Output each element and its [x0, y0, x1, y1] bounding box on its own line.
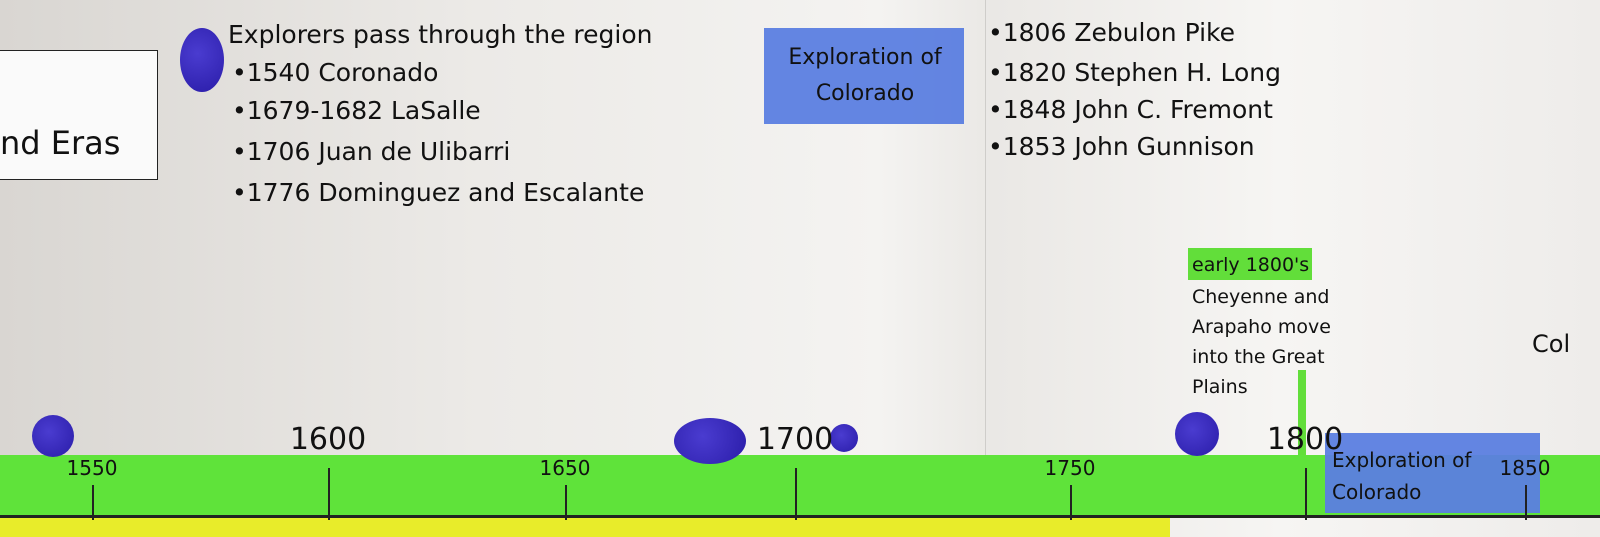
purple-dot [1175, 412, 1219, 456]
purple-dot [180, 28, 224, 92]
tick-mark [328, 468, 330, 520]
timeline-axis [0, 515, 1600, 518]
title-box [0, 50, 158, 180]
era-box [764, 28, 964, 124]
purple-dot [830, 424, 858, 452]
explorer-item: •1806 Zebulon Pike [988, 18, 1236, 47]
tick-mark [1525, 485, 1527, 520]
tick-mark [565, 485, 567, 520]
note-text: Cheyenne and Arapaho move into the Great… [1192, 286, 1331, 398]
explorer-item: •1820 Stephen H. Long [988, 58, 1282, 87]
highlight [1188, 248, 1312, 280]
cut-off-text: Col [1532, 330, 1571, 358]
note-item: •1706 Juan de Ulibarri [232, 137, 511, 166]
green-marker [1298, 370, 1306, 510]
tick-label: 1700 [756, 422, 834, 457]
tick-mark [92, 485, 94, 520]
note-item: •1540 Coronado [232, 58, 439, 87]
tick-mark [1305, 468, 1307, 520]
explorer-item: •1853 John Gunnison [988, 132, 1255, 161]
era-label: Exploration of Colorado [1332, 448, 1472, 504]
note-title: Explorers pass through the region [228, 20, 653, 49]
era-box [1325, 433, 1540, 513]
fold-line [985, 0, 986, 455]
title-text: nd Eras [0, 124, 121, 162]
tick-mark [1070, 485, 1072, 520]
tick-label: 1650 [539, 456, 591, 480]
purple-dot [32, 415, 74, 457]
note-item: •1679-1682 LaSalle [232, 96, 481, 125]
era-label: Exploration of Colorado [788, 45, 942, 106]
tick-label: 1750 [1044, 456, 1096, 480]
note-item: •1776 Dominguez and Escalante [232, 178, 645, 207]
tick-label: 1800 [1266, 422, 1344, 457]
purple-dot [674, 418, 746, 464]
tick-label: 1600 [289, 422, 367, 457]
tick-mark [795, 468, 797, 520]
explorer-item: •1848 John C. Fremont [988, 95, 1273, 124]
tick-label: 1550 [66, 456, 118, 480]
yellow-strip [0, 517, 1170, 537]
tick-label: 1850 [1499, 456, 1551, 480]
note-highlight: early 1800's [1192, 254, 1310, 276]
